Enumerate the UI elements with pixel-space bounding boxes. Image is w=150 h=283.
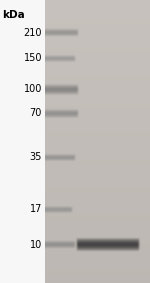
Text: 70: 70	[30, 108, 42, 118]
Text: 150: 150	[24, 53, 42, 63]
Text: kDa: kDa	[2, 10, 25, 20]
Text: 35: 35	[30, 152, 42, 162]
Text: 17: 17	[30, 204, 42, 215]
Text: 10: 10	[30, 240, 42, 250]
Text: 210: 210	[24, 27, 42, 38]
Text: 100: 100	[24, 84, 42, 94]
